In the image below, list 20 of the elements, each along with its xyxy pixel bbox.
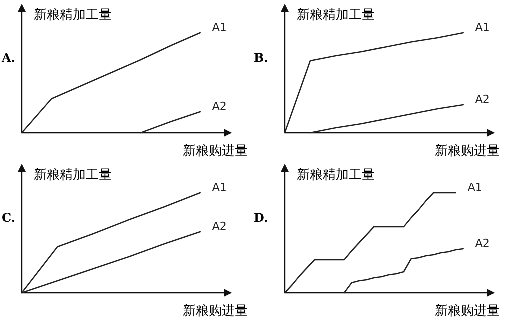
series-label: A1 — [212, 21, 227, 34]
y-axis-title: 新粮精加工量 — [34, 168, 112, 183]
text: C. — [2, 211, 16, 225]
series-label: A1 — [212, 181, 227, 194]
series-label: A2 — [475, 237, 490, 250]
text: A. — [1, 51, 16, 65]
series-label: A2 — [475, 93, 490, 106]
series-label: A1 — [475, 21, 490, 34]
text: B. — [254, 51, 268, 65]
series-label: A1 — [468, 181, 482, 194]
x-axis-title: 新粮购进量 — [183, 144, 248, 159]
text: D. — [254, 211, 268, 225]
x-axis-title: 新粮购进量 — [435, 304, 500, 319]
y-axis-title: 新粮精加工量 — [297, 8, 375, 23]
x-axis-title: 新粮购进量 — [183, 304, 248, 319]
series-label: A2 — [212, 220, 227, 233]
y-axis-title: 新粮精加工量 — [297, 168, 375, 183]
x-axis-title: 新粮购进量 — [435, 144, 500, 159]
series-label: A2 — [212, 100, 227, 113]
y-axis-title: 新粮精加工量 — [34, 8, 112, 23]
